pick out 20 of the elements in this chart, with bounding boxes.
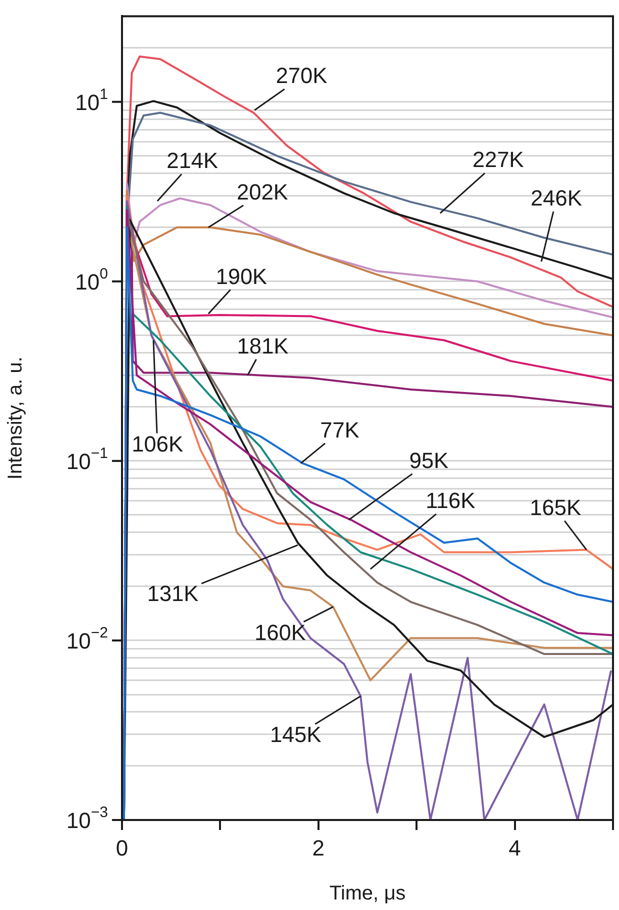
- annotation: 95K: [409, 448, 449, 473]
- annotation: 181K: [237, 333, 289, 358]
- y-axis-title: Intensity, a. u.: [4, 356, 27, 480]
- annotation: 106K: [132, 431, 184, 456]
- annotation: 165K: [530, 494, 582, 520]
- annotation: 131K: [147, 581, 199, 606]
- annotation: 190K: [216, 264, 268, 289]
- annotation: 214K: [166, 148, 218, 174]
- x-tick-label: 4: [508, 835, 521, 860]
- x-tick-label: 0: [116, 835, 128, 860]
- x-axis-title: Time, μs: [329, 882, 406, 905]
- annotation: 77K: [320, 417, 360, 442]
- annotation: 246K: [530, 186, 582, 211]
- annotation: 270K: [276, 63, 328, 88]
- annotation: 116K: [426, 488, 476, 514]
- annotation: 145K: [270, 722, 322, 748]
- x-tick-label: 2: [312, 835, 325, 860]
- annotation: 202K: [236, 179, 288, 204]
- annotation: 160K: [254, 620, 306, 645]
- annotation: 227K: [472, 147, 524, 172]
